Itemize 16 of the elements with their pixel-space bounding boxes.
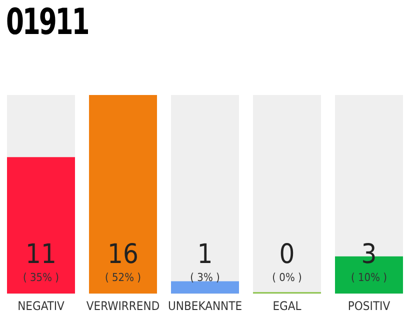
annotation: ( 0% ) xyxy=(272,271,302,284)
x-tick-label: VERWIRREND xyxy=(86,298,160,313)
data-label: 0 xyxy=(279,239,295,270)
x-tick-label: NEGATIV xyxy=(18,298,66,313)
annotation: ( 35% ) xyxy=(22,271,60,284)
annotation: ( 52% ) xyxy=(104,271,142,284)
bar xyxy=(171,281,239,294)
x-tick-label: POSITIV xyxy=(348,298,391,313)
x-tick-label: EGAL xyxy=(272,298,302,313)
chart-title: 01911 xyxy=(6,1,88,45)
data-label: 11 xyxy=(26,239,56,270)
data-label: 1 xyxy=(197,239,213,270)
annotation: ( 3% ) xyxy=(190,271,220,284)
x-tick-label: UNBEKANNTE xyxy=(168,298,242,313)
data-label: 16 xyxy=(108,239,138,270)
annotation: ( 10% ) xyxy=(350,271,388,284)
